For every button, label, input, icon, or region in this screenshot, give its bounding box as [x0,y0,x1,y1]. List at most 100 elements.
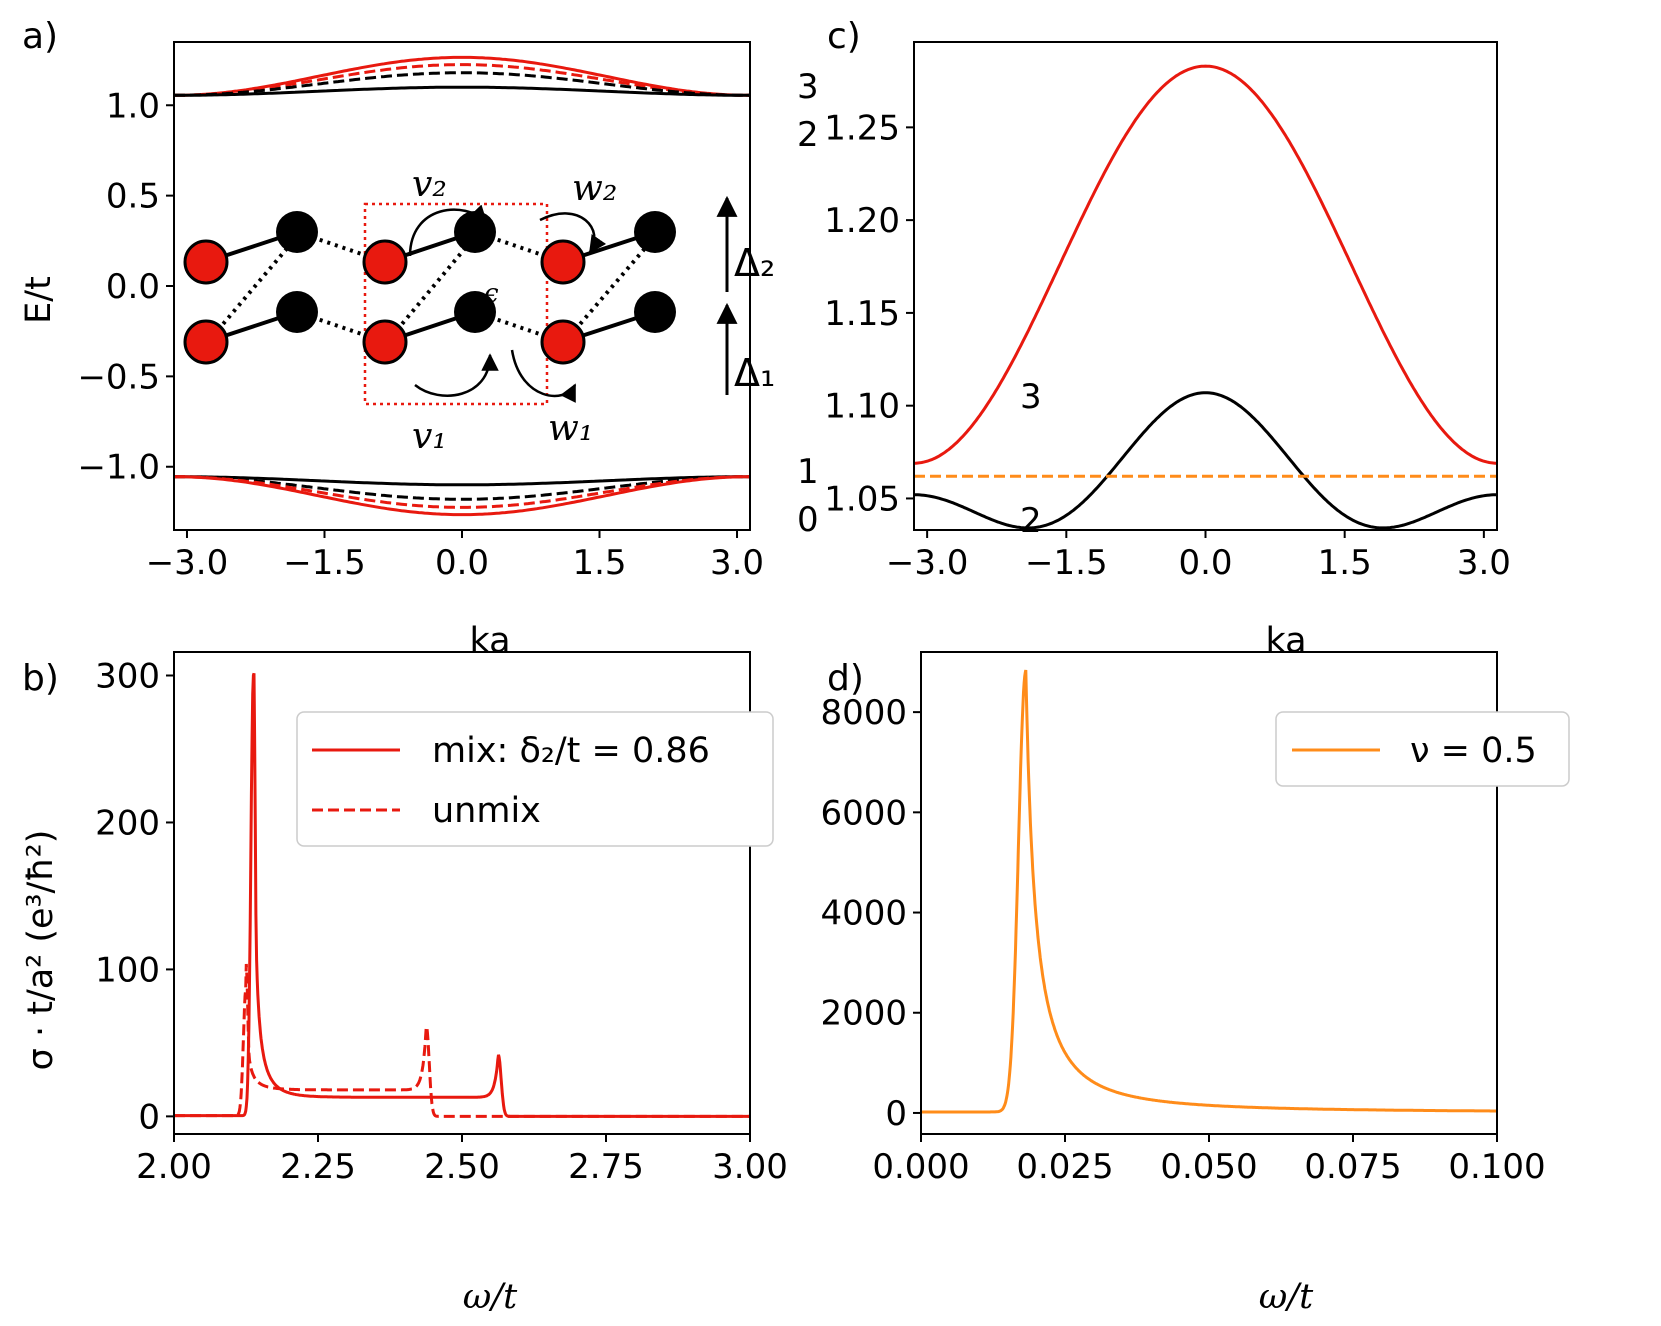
legend-b-frame [296,711,774,847]
band-label-c-2: 2 [1020,501,1042,541]
x-tick-label-b: 2.75 [568,1147,644,1187]
axis-label-a-y: E/t [19,276,59,324]
band-line-1 [174,63,750,97]
label-delta2: Δ₂ [734,241,775,285]
axis-label-d-x: ω/t [1259,1277,1314,1317]
y-tick-label-d: 8000 [820,693,907,733]
y-tick-label-a: −1.0 [77,448,160,488]
panel-label-a: a) [22,16,58,57]
plot-b: 2.00 2.25 2.50 2.75 3.00 0 100 200 300 [95,651,788,1187]
x-tick-label-c: 3.0 [1457,543,1511,583]
x-tick-label-d: 0.050 [1160,1147,1257,1187]
y-tick-label-d: 4000 [820,894,907,934]
plot-a: −3.0 −1.5 0.0 1.5 3.0 −1.0 −0.5 0.0 0.5 1.0 [77,41,764,583]
y-tick-label-b: 0 [138,1097,160,1137]
legend-d: ν = 0.5 [1275,711,1570,787]
band-line-2 [174,71,750,97]
x-tick-label-a: 0.0 [435,543,489,583]
label-w2: w₂ [572,168,617,209]
site-red [183,319,229,365]
x-tick-label-b: 2.50 [424,1147,500,1187]
site-black [454,291,496,333]
label-v2: v₂ [412,164,447,205]
x-tick-label-d: 0.000 [872,1147,969,1187]
label-v1: v₁ [412,416,447,457]
axes-frame-a [173,41,751,531]
panel-label-b: b) [22,658,59,699]
panel-label-d: d) [827,658,864,699]
plot-c: −3.0 −1.5 0.0 1.5 3.0 1.05 1.10 1.15 1.20 1.25 [824,41,1511,583]
site-red [540,319,586,365]
y-tick-label-d: 0 [885,1094,907,1134]
plot-d: 0.000 0.025 0.050 0.075 0.100 0 2000 4000 6000 80… [820,651,1546,1187]
spectrum-line-b-1 [174,963,750,1118]
site-black [276,211,318,253]
y-tick-label-c: 1.05 [824,479,900,519]
series-line-c-0 [914,64,1497,465]
band-label-3: 3 [797,67,819,107]
band-line-4 [174,475,750,487]
spectrum-line-d [921,669,1497,1114]
x-tick-label-c: 1.5 [1318,543,1372,583]
site-black [634,211,676,253]
bonds [205,230,656,344]
label-w1: w₁ [548,408,593,449]
x-tick-label-b: 2.25 [280,1147,356,1187]
legend-d-frame [1275,711,1570,787]
band-label-1: 1 [797,452,819,492]
y-tick-label-c: 1.25 [824,108,900,148]
axis-label-b-y: σ · t/a² (e³/ħ²) [21,830,61,1071]
x-tick-label-d: 0.025 [1016,1147,1113,1187]
band-line-0 [174,55,750,97]
y-tick-label-c: 1.15 [824,294,900,334]
y-tick-label-c: 1.20 [824,201,900,241]
axes-frame-d [920,651,1498,1135]
lattice-sites [183,211,676,365]
y-tick-label-d: 2000 [820,994,907,1034]
x-tick-label-a: −3.0 [146,543,229,583]
y-tick-label-c: 1.10 [824,387,900,427]
legend-b: mix: δ₂/t = 0.86 unmix [296,711,774,847]
y-tick-label-a: 1.0 [106,86,160,126]
band-line-5 [174,475,750,501]
x-tick-label-b: 3.00 [712,1147,788,1187]
x-tick-label-c: 0.0 [1178,543,1232,583]
band-label-2: 2 [797,115,819,155]
x-tick-label-a: −1.5 [283,543,366,583]
series-line-c-1 [913,391,1498,530]
x-tick-label-a: 1.5 [572,543,626,583]
site-black [634,291,676,333]
band-line-3 [174,85,750,97]
x-tick-label-d: 0.075 [1304,1147,1401,1187]
hop-arrow-w1 [510,349,577,404]
axis-label-b-x: ω/t [463,1277,518,1317]
interlayer-bond [395,244,469,332]
unit-cell-box [363,202,549,406]
axis-label-a-x: ka [469,621,510,661]
x-tick-label-a: 3.0 [710,543,764,583]
band-label-0: 0 [797,500,819,540]
site-red [540,239,586,285]
site-black [276,291,318,333]
x-tick-label-c: −3.0 [886,543,969,583]
hop-arrow-v1 [414,353,499,397]
x-tick-label-d: 0.100 [1448,1147,1545,1187]
lattice-schematic: v₂ w₂ v₁ w₁ ϵ Δ₂ Δ₁ [183,164,775,457]
panel-label-c: c) [827,16,861,57]
interlayer-bond [573,244,649,332]
y-tick-label-a: 0.0 [106,267,160,307]
axes-frame-c [913,41,1498,531]
site-black [454,211,496,253]
hop-arrow-v2 [408,204,488,257]
axis-label-c-x: ka [1265,621,1306,661]
interlayer-bond [216,244,291,332]
label-epsilon: ϵ [484,279,499,309]
band-line-7 [174,475,750,517]
y-tick-label-b: 300 [95,657,160,697]
site-red [362,239,408,285]
x-tick-label-b: 2.00 [136,1147,212,1187]
hop-arrow-w2 [539,212,607,254]
legend-b-entry-unmix: unmix [432,791,541,831]
legend-b-entry-mix: mix: δ₂/t = 0.86 [432,731,710,771]
